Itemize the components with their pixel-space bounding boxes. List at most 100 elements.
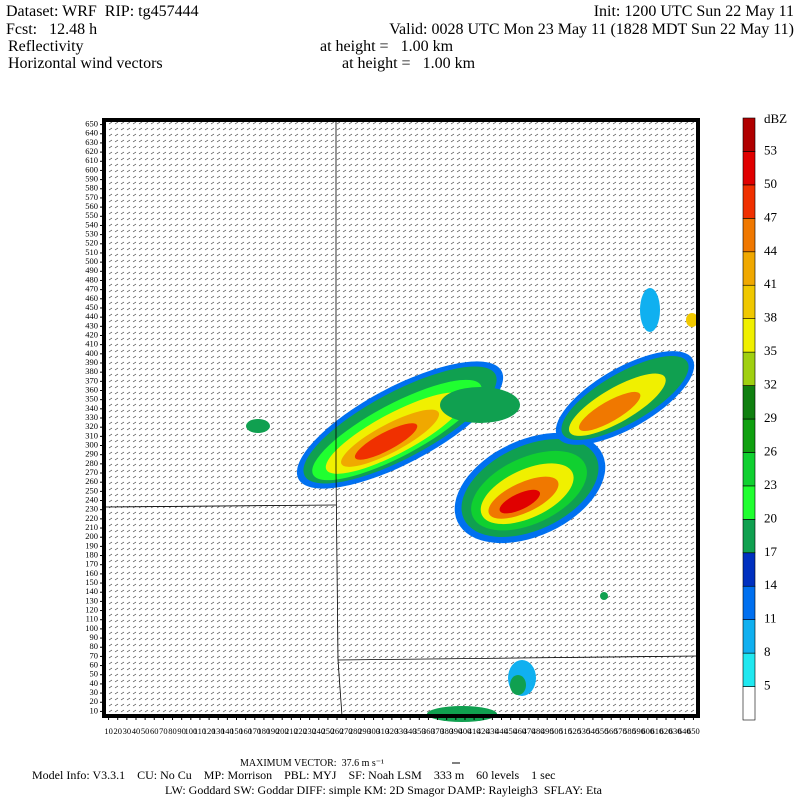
y-tick-label: 200 [85, 531, 98, 541]
y-tick-label: 360 [85, 384, 98, 394]
x-tick-label: 100 [184, 726, 197, 736]
y-tick-label: 300 [85, 439, 98, 449]
y-tick-label: 400 [85, 348, 98, 358]
x-tick-label: 300 [367, 726, 380, 736]
y-tick-label: 260 [85, 476, 98, 486]
y-tick-label: 450 [85, 302, 98, 312]
colorbar-label: 8 [764, 644, 771, 659]
y-tick-label: 60 [90, 660, 99, 670]
x-tick-label: 250 [322, 726, 335, 736]
field-height: at height = 1.00 km [320, 38, 454, 55]
max-vector: MAXIMUM VECTOR: 37.6 m s⁻¹ [240, 758, 384, 769]
y-tick-label: 240 [85, 494, 98, 504]
axes: 1020304050607080901001101201301401501601… [85, 119, 700, 736]
colorbar-label: 35 [764, 343, 777, 358]
x-tick-label: 650 [687, 726, 700, 736]
forecast-hour: Fcst: 12.48 h [6, 21, 97, 38]
colorbar-label: 20 [764, 510, 777, 525]
y-tick-label: 50 [90, 669, 99, 679]
x-tick-label: 400 [459, 726, 472, 736]
y-tick-label: 610 [85, 155, 98, 165]
colorbar-label: 44 [764, 243, 778, 258]
x-tick-label: 420 [477, 726, 490, 736]
x-tick-label: 630 [669, 726, 682, 736]
x-tick-label: 110 [194, 726, 206, 736]
colorbar: 5 8 11 14 17 20 23 26 29 32 35 38 41 44 47 50 53 dBZ [742, 111, 787, 721]
x-tick-label: 60 [150, 726, 159, 736]
color-box [742, 218, 756, 253]
x-tick-label: 520 [568, 726, 581, 736]
color-box [742, 284, 756, 319]
x-tick-label: 200 [276, 726, 289, 736]
x-tick-label: 570 [614, 726, 627, 736]
x-tick-label: 40 [132, 726, 141, 736]
y-tick-label: 490 [85, 265, 98, 275]
y-tick-label: 30 [90, 687, 99, 697]
x-tick-label: 210 [285, 726, 298, 736]
y-tick-label: 420 [85, 329, 98, 339]
y-tick-label: 250 [85, 485, 98, 495]
y-tick-label: 330 [85, 412, 98, 422]
y-tick-label: 170 [85, 559, 98, 569]
x-tick-label: 340 [404, 726, 417, 736]
y-tick-label: 150 [85, 577, 98, 587]
y-tick-label: 310 [85, 430, 98, 440]
color-box [742, 452, 756, 487]
y-tick-label: 40 [90, 678, 99, 688]
field-name: Horizontal wind vectors [8, 55, 163, 72]
color-box [742, 351, 756, 386]
color-box [742, 485, 756, 520]
x-tick-label: 370 [431, 726, 444, 736]
physics-info: LW: Goddard SW: Goddar DIFF: simple KM: … [165, 783, 603, 797]
x-tick-label: 590 [632, 726, 645, 736]
x-tick-label: 450 [504, 726, 517, 736]
x-tick-label: 550 [596, 726, 609, 736]
colorbar-label: 11 [764, 611, 777, 626]
valid-time: Valid: 0028 UTC Mon 23 May 11 (1828 MDT … [389, 21, 794, 38]
init-time: Init: 1200 UTC Sun 22 May 11 [594, 3, 794, 20]
x-tick-label: 130 [212, 726, 225, 736]
x-tick-label: 470 [523, 726, 536, 736]
x-tick-label: 180 [258, 726, 271, 736]
x-tick-label: 610 [651, 726, 664, 736]
x-tick-label: 80 [168, 726, 177, 736]
colorbar-label: 53 [764, 142, 777, 157]
x-tick-label: 600 [641, 726, 654, 736]
x-tick-label: 410 [468, 726, 481, 736]
y-tick-label: 380 [85, 366, 98, 376]
y-tick-label: 370 [85, 375, 98, 385]
color-box [742, 552, 756, 587]
color-box [742, 385, 756, 420]
color-box [742, 184, 756, 219]
x-tick-label: 380 [440, 726, 453, 736]
y-tick-label: 20 [90, 696, 99, 706]
x-tick-label: 330 [395, 726, 408, 736]
y-tick-label: 570 [85, 192, 98, 202]
colorbar-label: 14 [764, 577, 778, 592]
y-tick-label: 220 [85, 513, 98, 523]
y-tick-label: 290 [85, 449, 98, 459]
colorbar-label: 23 [764, 477, 777, 492]
y-tick-label: 80 [90, 641, 99, 651]
color-box [742, 151, 756, 186]
x-tick-label: 560 [605, 726, 618, 736]
colorbar-label: 50 [764, 176, 777, 191]
x-tick-label: 270 [340, 726, 353, 736]
x-tick-label: 310 [376, 726, 389, 736]
x-tick-label: 260 [331, 726, 344, 736]
y-tick-label: 410 [85, 339, 98, 349]
x-tick-label: 530 [577, 726, 590, 736]
field-height: at height = 1.00 km [342, 55, 476, 72]
x-tick-label: 70 [159, 726, 168, 736]
y-tick-label: 460 [85, 293, 98, 303]
y-tick-label: 470 [85, 284, 98, 294]
color-box [742, 418, 756, 453]
y-tick-label: 340 [85, 403, 98, 413]
colorbar-unit: dBZ [764, 111, 787, 126]
y-tick-label: 500 [85, 256, 98, 266]
y-tick-label: 160 [85, 568, 98, 578]
y-tick-label: 70 [90, 650, 99, 660]
y-tick-label: 600 [85, 164, 98, 174]
y-tick-label: 550 [85, 210, 98, 220]
x-tick-label: 440 [495, 726, 508, 736]
